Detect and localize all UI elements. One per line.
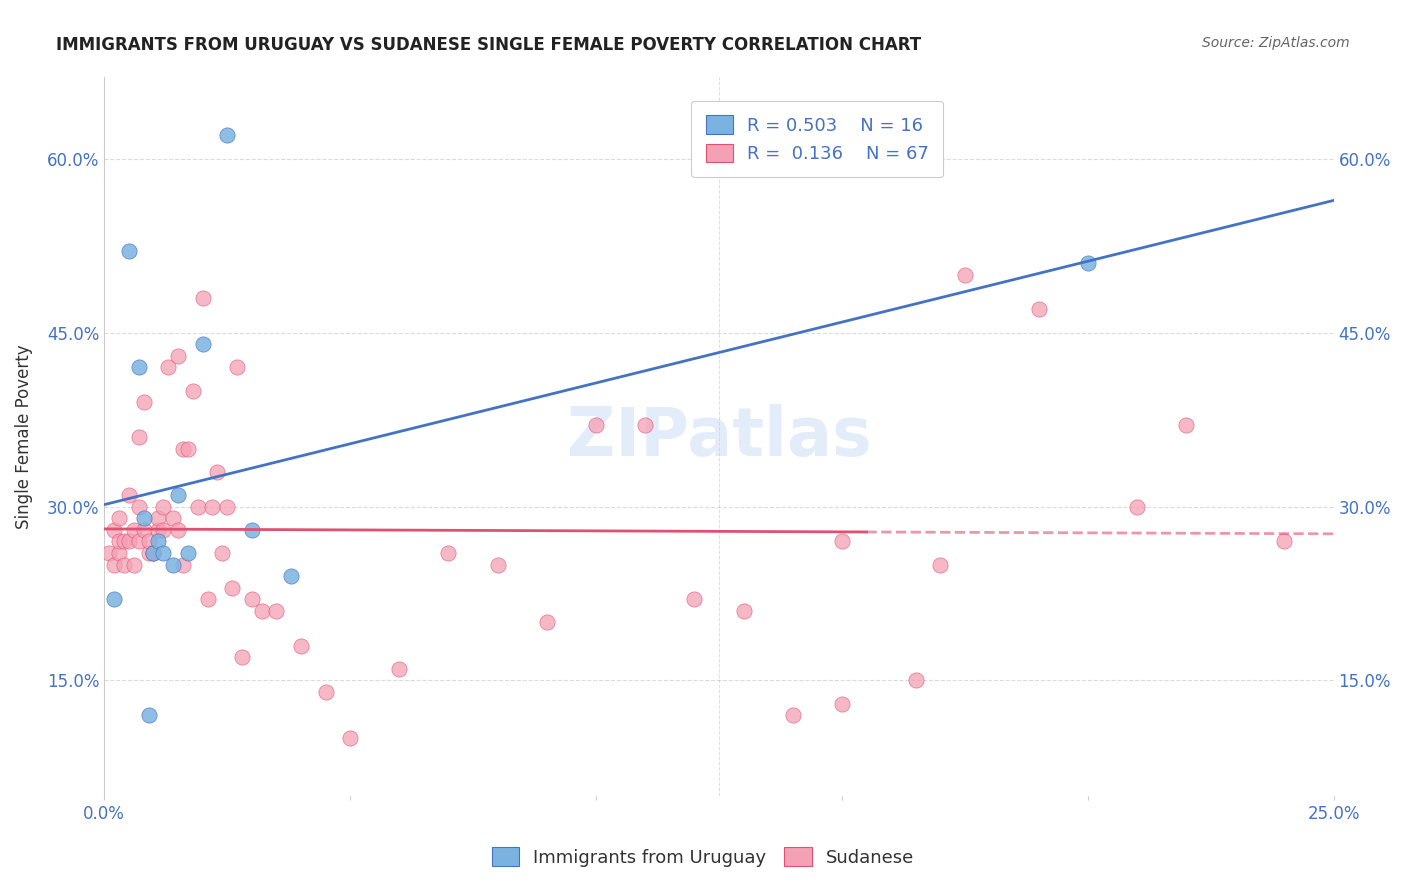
Point [112,534,135,549]
Point [831,534,853,549]
Point [240,592,263,607]
Point [162,558,184,572]
Point [132,395,155,409]
Point [118,244,141,259]
Point [240,523,263,537]
Point [226,360,249,375]
Point [211,546,233,560]
Point [157,360,180,375]
Point [315,685,337,699]
Point [197,592,219,607]
Point [280,569,302,583]
Point [142,546,165,560]
Point [122,523,145,537]
Point [122,558,145,572]
Point [953,268,976,282]
Point [585,418,607,433]
Point [167,523,190,537]
Point [904,673,927,688]
Point [132,523,155,537]
Point [191,291,214,305]
Point [108,534,131,549]
Point [733,604,755,618]
Point [138,534,160,549]
Point [103,558,125,572]
Point [217,128,239,143]
Point [142,546,165,560]
Point [172,558,194,572]
Point [142,546,165,560]
Point [138,546,160,560]
Point [177,442,200,456]
Point [108,546,131,560]
Point [132,511,155,525]
Legend: Immigrants from Uruguay, Sudanese: Immigrants from Uruguay, Sudanese [485,840,921,874]
Point [1028,302,1050,317]
Point [118,534,141,549]
Point [1077,256,1099,270]
Point [388,662,411,676]
Point [103,523,125,537]
Point [217,500,239,514]
Point [172,442,194,456]
Legend: R = 0.503    N = 16, R =  0.136    N = 67: R = 0.503 N = 16, R = 0.136 N = 67 [692,101,943,178]
Point [486,558,509,572]
Point [782,708,804,723]
Point [1126,500,1149,514]
Point [148,511,170,525]
Point [221,581,243,595]
Point [128,360,150,375]
Point [634,418,657,433]
Point [683,592,706,607]
Point [207,465,229,479]
Point [118,488,141,502]
Point [138,708,160,723]
Point [290,639,312,653]
Point [437,546,460,560]
Point [152,523,174,537]
Point [1175,418,1198,433]
Point [167,349,190,363]
Point [250,604,273,618]
Point [152,546,174,560]
Point [181,384,204,398]
Point [112,558,135,572]
Text: IMMIGRANTS FROM URUGUAY VS SUDANESE SINGLE FEMALE POVERTY CORRELATION CHART: IMMIGRANTS FROM URUGUAY VS SUDANESE SING… [56,36,921,54]
Text: ZIPatlas: ZIPatlas [567,404,872,470]
Point [187,500,209,514]
Point [339,731,361,746]
Point [167,488,190,502]
Point [191,337,214,351]
Point [98,546,121,560]
Point [1274,534,1296,549]
Point [201,500,224,514]
Point [148,523,170,537]
Point [831,697,853,711]
Point [177,546,200,560]
Point [128,430,150,444]
Point [231,650,253,665]
Y-axis label: Single Female Poverty: Single Female Poverty [15,344,32,529]
Point [152,500,174,514]
Text: Source: ZipAtlas.com: Source: ZipAtlas.com [1202,36,1350,50]
Point [162,511,184,525]
Point [148,534,170,549]
Point [108,511,131,525]
Point [929,558,952,572]
Point [536,615,558,630]
Point [266,604,288,618]
Point [103,592,125,607]
Point [128,500,150,514]
Point [128,534,150,549]
